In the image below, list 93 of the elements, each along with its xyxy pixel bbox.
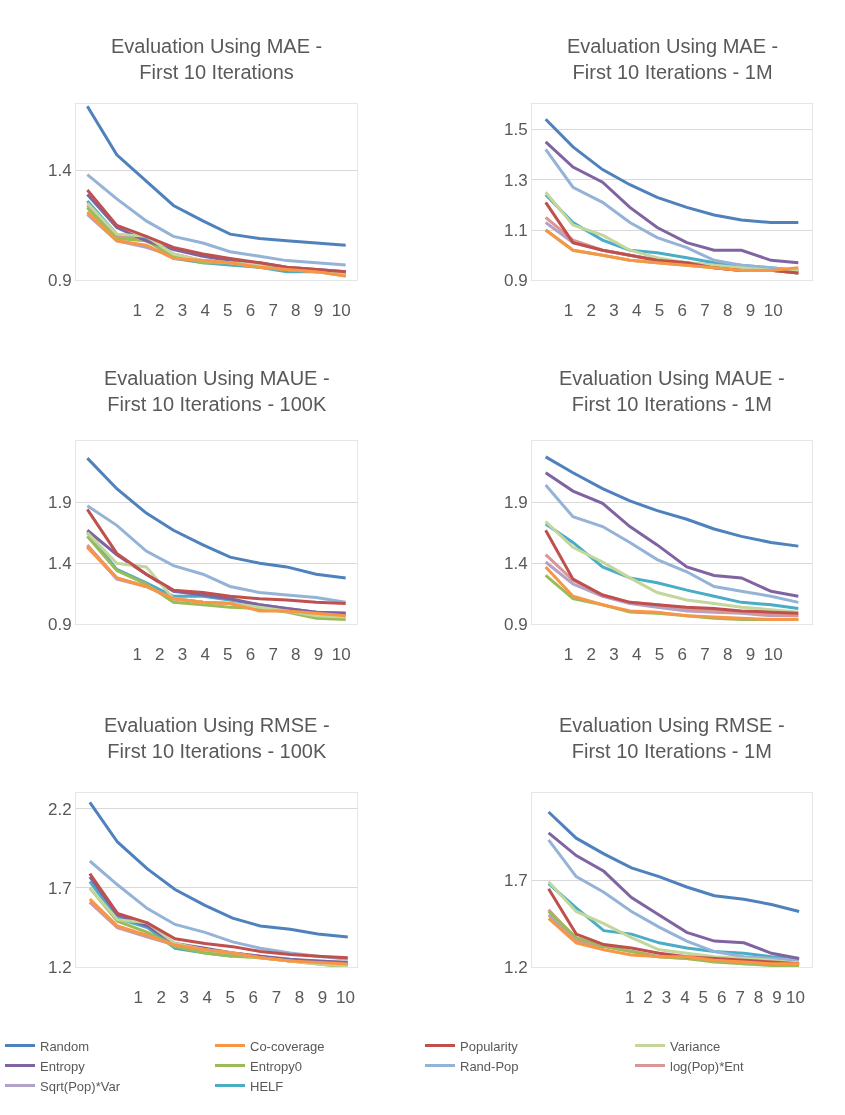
x-tick-label: 7 <box>268 644 278 664</box>
x-tick-label: 1 <box>563 300 574 320</box>
x-tick-label: 7 <box>735 987 745 1007</box>
x-tick-label: 5 <box>654 644 665 664</box>
legend-label: Variance <box>670 1038 721 1054</box>
chart-title: Evaluation Using MAUE - First 10 Iterations - 1M <box>559 367 785 415</box>
chart-title: Evaluation Using MAUE - First 10 Iterations - 100K <box>104 367 330 415</box>
y-tick-label: 0.9 <box>47 271 72 291</box>
x-tick-label: 8 <box>753 987 764 1007</box>
x-tick-label: 7 <box>268 300 278 320</box>
legend-label: log(Pop)*Ent <box>670 1058 745 1074</box>
x-tick-label: 7 <box>271 987 282 1007</box>
x-tick-label: 10 <box>763 644 783 664</box>
x-tick-label: 3 <box>179 987 189 1007</box>
x-tick-label: 3 <box>177 644 188 664</box>
legend-label: Sqrt(Pop)*Var <box>40 1078 121 1094</box>
y-tick-label: 1.4 <box>47 554 72 574</box>
x-tick-label: 7 <box>700 644 710 664</box>
x-tick-label: 3 <box>609 644 619 664</box>
x-tick-label: 4 <box>631 644 642 664</box>
x-tick-label: 5 <box>225 987 236 1007</box>
y-tick-label: 1.1 <box>503 221 528 241</box>
x-tick-label: 3 <box>177 300 188 320</box>
x-tick-label: 6 <box>677 300 687 320</box>
y-tick-label: 1.7 <box>47 878 72 898</box>
chart-title: Evaluation Using RMSE - First 10 Iterations - 1M <box>559 714 785 762</box>
chart-title: Evaluation Using RMSE - First 10 Iterations - 100K <box>104 714 330 762</box>
x-tick-label: 5 <box>698 987 709 1007</box>
x-tick-label: 2 <box>155 644 165 664</box>
x-tick-label: 6 <box>677 644 687 664</box>
chart-title: Evaluation Using MAE - First 10 Iterations - 1M <box>567 35 779 83</box>
y-tick-label: 1.2 <box>503 958 528 978</box>
x-tick-label: 10 <box>763 300 783 320</box>
y-tick-label: 1.9 <box>47 493 72 513</box>
x-tick-label: 9 <box>772 987 782 1007</box>
x-tick-label: 4 <box>200 644 210 664</box>
legend-label: Rand-Pop <box>460 1058 519 1074</box>
x-tick-label: 1 <box>563 644 574 664</box>
legend-label: Entropy0 <box>250 1058 303 1074</box>
y-tick-label: 1.2 <box>47 958 72 978</box>
y-tick-label: 1.9 <box>503 493 528 513</box>
x-tick-label: 10 <box>785 987 805 1007</box>
x-tick-label: 7 <box>700 300 710 320</box>
x-tick-label: 5 <box>223 300 233 320</box>
x-tick-label: 8 <box>294 987 305 1007</box>
x-tick-label: 4 <box>200 300 210 320</box>
x-tick-label: 8 <box>291 300 301 320</box>
x-tick-label: 4 <box>680 987 690 1007</box>
x-tick-label: 1 <box>133 987 143 1007</box>
x-tick-label: 6 <box>248 987 259 1007</box>
x-tick-label: 4 <box>202 987 213 1007</box>
x-tick-label: 9 <box>313 644 324 664</box>
y-tick-label: 0.9 <box>503 271 528 291</box>
x-tick-label: 3 <box>661 987 672 1007</box>
legend-label: Entropy <box>40 1058 86 1074</box>
x-tick-label: 9 <box>745 300 756 320</box>
y-tick-label: 1.4 <box>503 554 528 574</box>
legend-label: Popularity <box>460 1038 519 1054</box>
y-tick-label: 1.4 <box>47 161 72 181</box>
x-tick-label: 10 <box>336 987 355 1007</box>
chart-title: Evaluation Using MAE - First 10 Iterations <box>111 35 323 83</box>
y-tick-label: 1.7 <box>503 870 528 890</box>
x-tick-label: 8 <box>723 644 733 664</box>
x-tick-label: 6 <box>245 644 256 664</box>
x-tick-label: 1 <box>132 300 142 320</box>
x-tick-label: 6 <box>245 300 256 320</box>
x-tick-label: 1 <box>132 644 142 664</box>
y-tick-label: 0.9 <box>503 615 528 635</box>
legend-label: HELF <box>250 1078 284 1094</box>
legend-label: Random <box>40 1038 90 1054</box>
x-tick-label: 9 <box>317 987 328 1007</box>
x-tick-label: 1 <box>624 987 635 1007</box>
x-tick-label: 5 <box>654 300 665 320</box>
x-tick-label: 9 <box>745 644 756 664</box>
y-tick-label: 1.3 <box>503 170 528 190</box>
x-tick-label: 8 <box>291 644 301 664</box>
x-tick-label: 8 <box>723 300 733 320</box>
x-tick-label: 9 <box>313 300 324 320</box>
y-tick-label: 2.2 <box>47 799 72 819</box>
x-tick-label: 4 <box>631 300 642 320</box>
x-tick-label: 2 <box>643 987 653 1007</box>
y-tick-label: 0.9 <box>47 615 72 635</box>
x-tick-label: 3 <box>609 300 619 320</box>
legend-label: Co-coverage <box>250 1038 325 1054</box>
x-tick-label: 10 <box>331 644 351 664</box>
x-tick-label: 6 <box>717 987 727 1007</box>
x-tick-label: 5 <box>223 644 233 664</box>
x-tick-label: 2 <box>155 300 165 320</box>
x-tick-label: 2 <box>156 987 166 1007</box>
y-tick-label: 1.5 <box>503 120 528 140</box>
x-tick-label: 2 <box>586 644 596 664</box>
x-tick-label: 2 <box>586 300 596 320</box>
x-tick-label: 10 <box>331 300 351 320</box>
